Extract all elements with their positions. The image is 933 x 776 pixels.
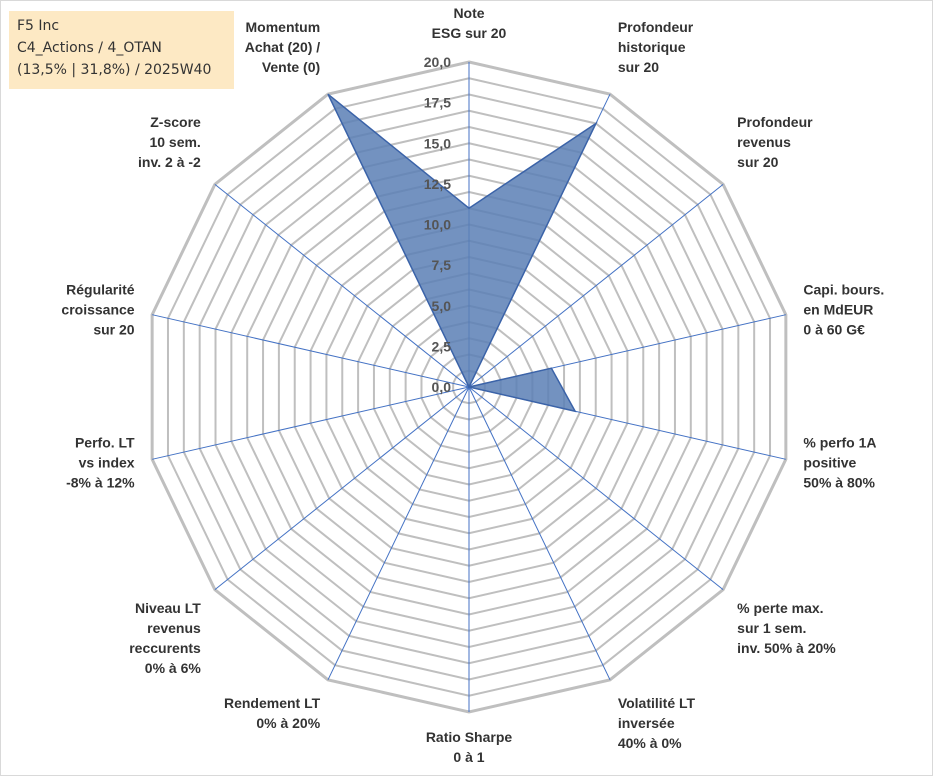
axis-label-line: inversée bbox=[618, 715, 675, 731]
axis-label-line: 0 à 1 bbox=[453, 749, 484, 765]
axis-label-line: Vente (0) bbox=[262, 59, 320, 75]
axis-spoke bbox=[468, 386, 724, 591]
tick-label: 12,5 bbox=[424, 176, 451, 192]
data-series-area bbox=[327, 93, 598, 413]
axis-label: Ratio Sharpe 0 à 1 bbox=[426, 729, 513, 765]
axis-label-line: Niveau LT bbox=[135, 600, 201, 616]
axis-label-line: 10 sem. bbox=[149, 134, 200, 150]
tick-label: 5,0 bbox=[432, 298, 452, 314]
axis-label-line: revenus bbox=[737, 134, 791, 150]
axis-label-line: Achat (20) / bbox=[245, 39, 321, 55]
axis-label-line: % perte max. bbox=[737, 600, 823, 616]
axis-label: Z-score 10 sem. inv. 2 à -2 bbox=[138, 114, 201, 170]
axis-label: Niveau LT revenus reccurents 0% à 6% bbox=[129, 600, 201, 676]
axis-label-line: inv. 2 à -2 bbox=[138, 154, 201, 170]
axis-label-line: 0% à 6% bbox=[145, 660, 202, 676]
axis-spoke bbox=[468, 386, 611, 681]
axis-label-line: Z-score bbox=[150, 114, 201, 130]
axis-label-line: 40% à 0% bbox=[618, 735, 682, 751]
axis-label-line: % perfo 1A bbox=[803, 434, 876, 450]
axis-label-line: Rendement LT bbox=[224, 695, 321, 711]
axis-label-line: 0 à 60 G€ bbox=[803, 322, 865, 338]
axis-label-line: -8% à 12% bbox=[66, 474, 135, 490]
axis-label-line: Perfo. LT bbox=[75, 434, 135, 450]
axis-spoke bbox=[152, 386, 470, 460]
tick-label: 0,0 bbox=[432, 379, 452, 395]
axis-label: Profondeur revenus sur 20 bbox=[737, 114, 813, 170]
axis-label-line: sur 20 bbox=[618, 59, 659, 75]
info-box: F5 Inc C4_Actions / 4_OTAN (13,5% | 31,8… bbox=[9, 11, 234, 89]
axis-label-line: sur 20 bbox=[737, 154, 778, 170]
axis-label-line: sur 1 sem. bbox=[737, 620, 806, 636]
axis-label: Régularité croissance sur 20 bbox=[61, 282, 134, 338]
axis-label-line: Note bbox=[453, 5, 484, 21]
axis-spoke bbox=[214, 183, 470, 388]
axis-label-line: vs index bbox=[79, 454, 135, 470]
axis-label-line: Momentum bbox=[246, 19, 321, 35]
axis-label-line: sur 20 bbox=[93, 322, 134, 338]
axis-spoke bbox=[214, 386, 470, 591]
axis-label: Perfo. LT vs index -8% à 12% bbox=[66, 434, 135, 490]
axis-label-line: Ratio Sharpe bbox=[426, 729, 513, 745]
axis-label-line: inv. 50% à 20% bbox=[737, 640, 836, 656]
axis-label-line: Profondeur bbox=[737, 114, 813, 130]
axis-label-line: historique bbox=[618, 39, 686, 55]
axis-label-line: positive bbox=[803, 454, 856, 470]
axis-label: Rendement LT 0% à 20% bbox=[224, 695, 321, 731]
axis-spoke bbox=[327, 386, 470, 681]
axis-label: Momentum Achat (20) / Vente (0) bbox=[245, 19, 321, 75]
axis-label-line: Régularité bbox=[66, 282, 135, 298]
axis-label-line: Capi. bours. bbox=[803, 282, 884, 298]
axis-spoke bbox=[152, 314, 470, 388]
axis-label: % perfo 1A positive 50% à 80% bbox=[803, 434, 876, 490]
axis-label-line: en MdEUR bbox=[803, 302, 873, 318]
axis-label-line: 50% à 80% bbox=[803, 474, 875, 490]
tick-label: 15,0 bbox=[424, 135, 451, 151]
axis-label: Profondeur historique sur 20 bbox=[618, 19, 694, 75]
axis-label-line: 0% à 20% bbox=[256, 715, 320, 731]
axis-spoke bbox=[468, 183, 724, 388]
tick-label: 20,0 bbox=[424, 54, 451, 70]
axis-label-line: revenus bbox=[147, 620, 201, 636]
tick-label: 2,5 bbox=[432, 338, 452, 354]
axis-label: Volatilité LT inversée 40% à 0% bbox=[618, 695, 696, 751]
info-company: F5 Inc bbox=[17, 18, 60, 34]
axis-label-line: reccurents bbox=[129, 640, 201, 656]
axis-label-line: Profondeur bbox=[618, 19, 694, 35]
info-category: C4_Actions / 4_OTAN bbox=[17, 40, 162, 56]
axis-label-line: croissance bbox=[61, 302, 134, 318]
tick-label: 17,5 bbox=[424, 95, 451, 111]
axis-label: Capi. bours. en MdEUR 0 à 60 G€ bbox=[803, 282, 884, 338]
axis-label: Note ESG sur 20 bbox=[432, 5, 507, 41]
tick-label: 7,5 bbox=[432, 257, 452, 273]
info-stats: (13,5% | 31,8%) / 2025W40 bbox=[17, 62, 212, 78]
tick-label: 10,0 bbox=[424, 217, 451, 233]
axis-label-line: Volatilité LT bbox=[618, 695, 696, 711]
axis-label: % perte max. sur 1 sem. inv. 50% à 20% bbox=[737, 600, 836, 656]
axis-label-line: ESG sur 20 bbox=[432, 25, 507, 41]
